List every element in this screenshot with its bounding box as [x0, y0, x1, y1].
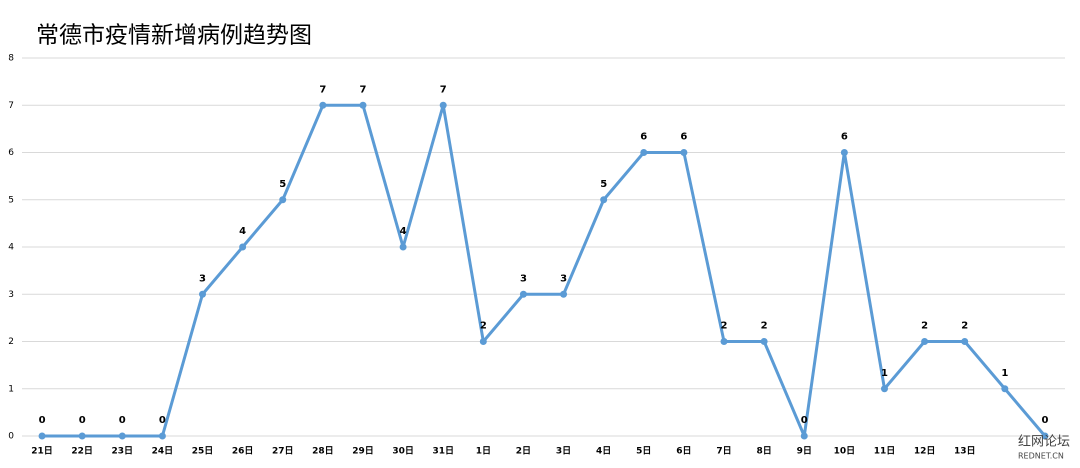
data-label: 0 — [1041, 415, 1048, 426]
data-label: 3 — [520, 273, 527, 284]
point — [1001, 385, 1009, 393]
x-tick-label: 1日 — [476, 446, 491, 457]
x-tick-label: 12日 — [914, 446, 936, 457]
data-label: 2 — [921, 321, 928, 332]
watermark-title: 红网论坛 — [1018, 434, 1070, 450]
data-label: 0 — [159, 415, 166, 426]
x-tick-label: 7日 — [716, 446, 731, 457]
x-tick-label: 21日 — [31, 446, 53, 457]
data-label: 0 — [39, 415, 46, 426]
x-tick-label: 2日 — [516, 446, 531, 457]
data-label: 3 — [560, 273, 567, 284]
data-label: 0 — [801, 415, 808, 426]
x-tick-label: 11日 — [874, 446, 896, 457]
data-label: 6 — [841, 132, 848, 143]
y-tick-label: 6 — [8, 148, 14, 158]
y-tick-label: 1 — [8, 384, 14, 394]
x-tick-label: 29日 — [352, 446, 374, 457]
y-tick-label: 2 — [8, 337, 14, 347]
point — [760, 338, 768, 345]
x-tick-label: 10日 — [834, 446, 856, 457]
point — [519, 290, 527, 298]
y-tick-label: 0 — [8, 432, 14, 442]
point — [399, 243, 407, 251]
data-label: 6 — [680, 132, 687, 143]
data-label: 3 — [199, 273, 206, 284]
point — [1041, 432, 1049, 440]
x-tick-label: 26日 — [232, 446, 254, 457]
data-label: 1 — [881, 368, 888, 379]
line — [42, 103, 1047, 438]
data-label: 1 — [1001, 368, 1008, 379]
x-tick-label: 23日 — [112, 446, 134, 457]
x-tick-label: 31日 — [432, 446, 454, 457]
point — [359, 101, 367, 109]
point — [560, 290, 568, 298]
data-label: 0 — [119, 415, 126, 426]
point — [479, 338, 487, 345]
point — [921, 338, 929, 345]
point — [439, 101, 447, 109]
y-tick-label: 7 — [8, 101, 14, 111]
x-tick-label: 24日 — [152, 446, 174, 457]
y-tick-label: 3 — [8, 290, 14, 300]
point — [78, 432, 86, 440]
x-tick-label: 9日 — [797, 446, 812, 457]
point — [800, 432, 808, 440]
x-tick-label: 3日 — [556, 446, 571, 457]
data-label: 4 — [239, 226, 246, 237]
x-tick-label: 6日 — [676, 446, 691, 457]
watermark: 红网论坛 REDNET.CN — [1018, 434, 1070, 461]
y-tick-label: 4 — [8, 243, 14, 253]
data-label: 4 — [400, 226, 407, 237]
x-tick-label: 13日 — [954, 446, 976, 457]
data-label: 2 — [961, 321, 968, 332]
data-label: 5 — [279, 179, 286, 190]
y-tick-label: 5 — [8, 195, 14, 205]
x-tick-label: 28日 — [312, 446, 334, 457]
point — [319, 101, 327, 109]
watermark-subtitle: REDNET.CN — [1018, 452, 1064, 461]
data-label: 7 — [319, 84, 326, 95]
data-label: 2 — [721, 321, 728, 332]
point — [199, 290, 207, 298]
point — [38, 432, 46, 440]
x-tick-label: 4日 — [596, 446, 611, 457]
point — [118, 432, 126, 440]
x-tick-label: 8日 — [757, 446, 772, 457]
point — [720, 338, 728, 345]
x-tick-label: 27日 — [272, 446, 294, 457]
x-tick-label: 22日 — [71, 446, 93, 457]
x-tick-label: 5日 — [636, 446, 651, 457]
point — [640, 149, 648, 156]
point — [600, 196, 608, 204]
data-label: 2 — [761, 321, 768, 332]
point — [680, 149, 688, 156]
data-label: 2 — [480, 321, 487, 332]
data-label: 7 — [359, 84, 366, 95]
point — [880, 385, 888, 393]
point — [961, 338, 969, 345]
point — [158, 432, 166, 440]
point — [279, 196, 287, 204]
x-tick-label: 25日 — [192, 446, 214, 457]
data-label: 0 — [79, 415, 86, 426]
data-label: 6 — [640, 132, 647, 143]
y-tick-label: 8 — [8, 54, 14, 64]
data-label: 7 — [440, 84, 447, 95]
chart-title: 常德市疫情新增病例趋势图 — [36, 23, 312, 49]
point — [239, 243, 247, 251]
x-tick-label: 30日 — [392, 446, 414, 457]
point — [840, 149, 848, 156]
data-label: 5 — [600, 179, 607, 190]
